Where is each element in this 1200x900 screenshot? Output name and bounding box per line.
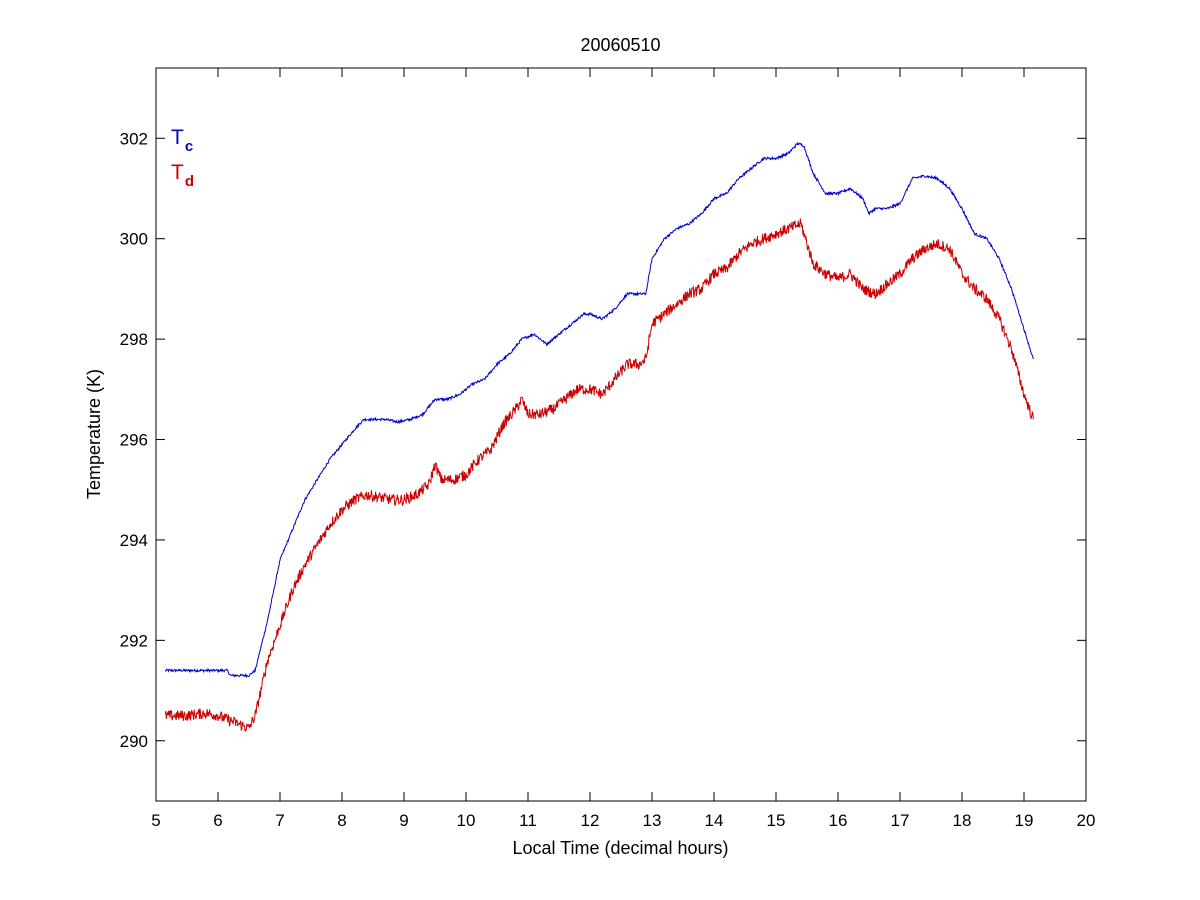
y-tick-label: 294 bbox=[120, 531, 148, 550]
x-tick-label: 5 bbox=[151, 811, 160, 830]
y-tick-label: 300 bbox=[120, 230, 148, 249]
y-axis-label: Temperature (K) bbox=[84, 369, 104, 499]
x-tick-label: 16 bbox=[829, 811, 848, 830]
x-tick-label: 8 bbox=[337, 811, 346, 830]
x-tick-label: 10 bbox=[457, 811, 476, 830]
x-tick-label: 17 bbox=[891, 811, 910, 830]
x-tick-label: 19 bbox=[1015, 811, 1034, 830]
x-tick-label: 9 bbox=[399, 811, 408, 830]
x-tick-label: 7 bbox=[275, 811, 284, 830]
legend-label-t-c: Tc bbox=[171, 126, 193, 155]
axes-box bbox=[155, 67, 1087, 802]
y-tick-label: 298 bbox=[120, 330, 148, 349]
legend: Tc Td bbox=[171, 126, 194, 190]
x-tick-label: 12 bbox=[581, 811, 600, 830]
series-line-t-d bbox=[164, 218, 1034, 733]
y-tick-label: 292 bbox=[120, 631, 148, 650]
plot-area: 5 6 7 8 9 10 11 12 13 14 15 16 17 18 19 20 290 292 294 296 2… bbox=[120, 67, 1096, 830]
x-tick-label: 6 bbox=[213, 811, 222, 830]
y-tick-label: 290 bbox=[120, 732, 148, 751]
x-tick-label: 15 bbox=[767, 811, 786, 830]
series-line-t-c bbox=[164, 142, 1034, 678]
x-axis-label: Local Time (decimal hours) bbox=[512, 838, 728, 858]
x-tick-label: 14 bbox=[705, 811, 724, 830]
x-tick-label: 11 bbox=[519, 811, 537, 830]
y-tick-label: 296 bbox=[120, 431, 148, 450]
x-tick-label: 18 bbox=[953, 811, 972, 830]
y-tick-label: 302 bbox=[120, 129, 148, 148]
legend-label-t-d: Td bbox=[171, 161, 194, 190]
x-tick-label: 13 bbox=[643, 811, 662, 830]
chart-title: 20060510 bbox=[580, 35, 660, 55]
x-tick-label: 20 bbox=[1077, 811, 1096, 830]
